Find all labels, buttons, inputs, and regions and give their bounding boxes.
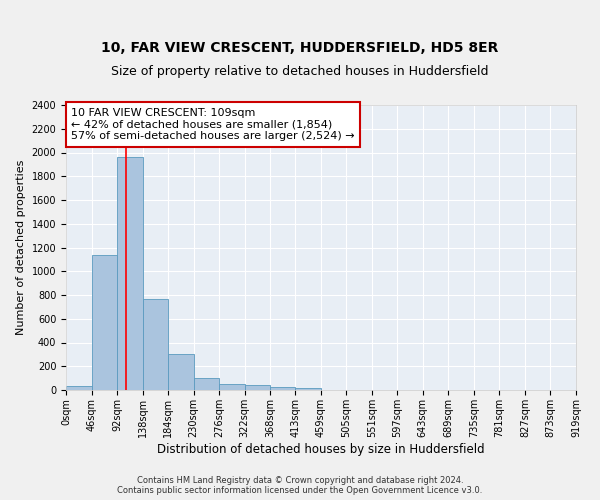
- Bar: [219, 384, 245, 390]
- Text: 10 FAR VIEW CRESCENT: 109sqm
← 42% of detached houses are smaller (1,854)
57% of: 10 FAR VIEW CRESCENT: 109sqm ← 42% of de…: [71, 108, 355, 141]
- Text: 10, FAR VIEW CRESCENT, HUDDERSFIELD, HD5 8ER: 10, FAR VIEW CRESCENT, HUDDERSFIELD, HD5…: [101, 41, 499, 55]
- Bar: [66, 386, 92, 390]
- Y-axis label: Number of detached properties: Number of detached properties: [16, 160, 26, 335]
- Text: Contains HM Land Registry data © Crown copyright and database right 2024.
Contai: Contains HM Land Registry data © Crown c…: [118, 476, 482, 495]
- Text: Size of property relative to detached houses in Huddersfield: Size of property relative to detached ho…: [111, 64, 489, 78]
- Bar: [270, 387, 295, 390]
- Bar: [117, 157, 143, 390]
- Bar: [92, 255, 117, 390]
- X-axis label: Distribution of detached houses by size in Huddersfield: Distribution of detached houses by size …: [157, 442, 485, 456]
- Bar: [295, 388, 321, 390]
- Bar: [168, 354, 194, 390]
- Bar: [245, 385, 270, 390]
- Bar: [143, 298, 168, 390]
- Bar: [194, 378, 219, 390]
